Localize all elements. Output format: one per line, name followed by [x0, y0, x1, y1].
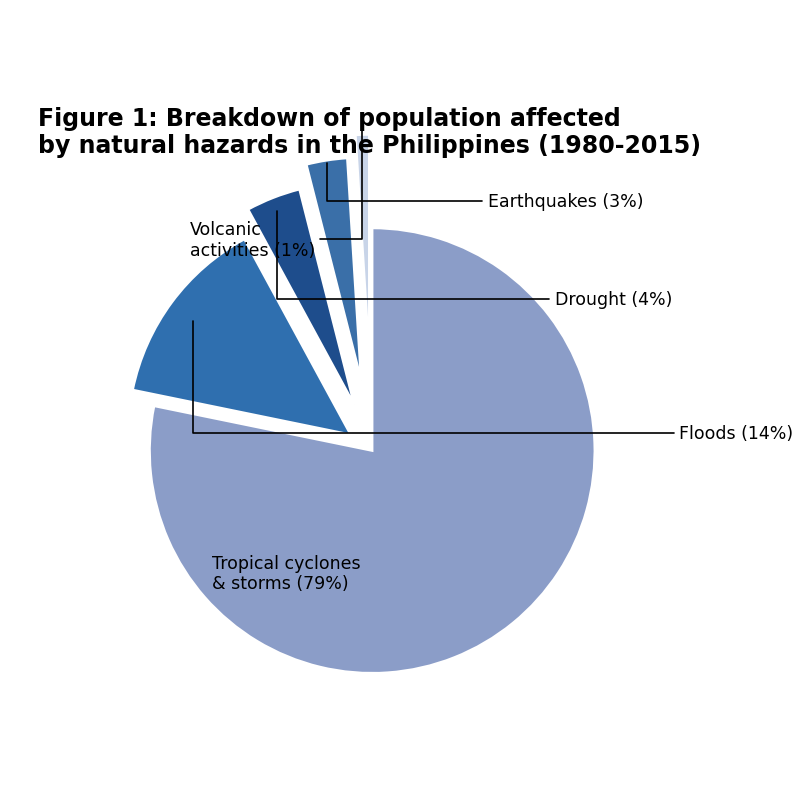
Wedge shape [133, 240, 350, 435]
Text: Floods (14%): Floods (14%) [194, 322, 794, 442]
Wedge shape [355, 136, 370, 358]
Text: Drought (4%): Drought (4%) [277, 212, 672, 309]
Text: Volcanic
activities (1%): Volcanic activities (1%) [190, 128, 362, 259]
Wedge shape [248, 190, 354, 406]
Wedge shape [150, 229, 594, 674]
Wedge shape [306, 159, 361, 381]
Text: Figure 1: Breakdown of population affected
by natural hazards in the Philippines: Figure 1: Breakdown of population affect… [38, 107, 702, 158]
Text: Tropical cyclones
& storms (79%): Tropical cyclones & storms (79%) [212, 554, 361, 593]
Text: Earthquakes (3%): Earthquakes (3%) [326, 164, 643, 211]
